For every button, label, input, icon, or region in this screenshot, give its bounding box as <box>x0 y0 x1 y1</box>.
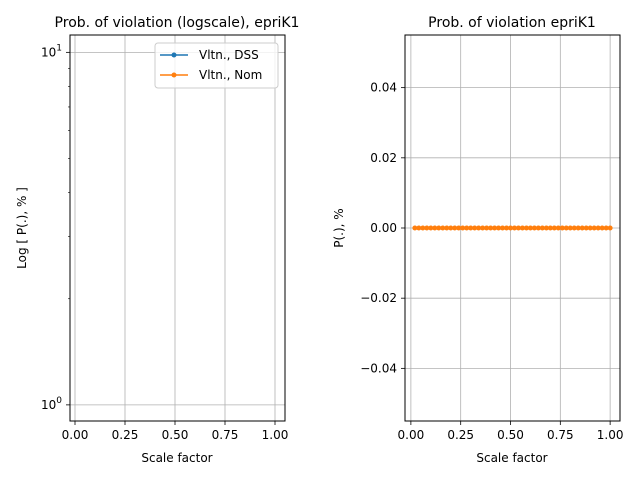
left-x-tick-label: 0.50 <box>162 428 189 442</box>
right-chart-title: Prob. of violation epriK1 <box>428 15 596 31</box>
right-data-point <box>416 225 422 231</box>
left-x-axis-label: Scale factor <box>141 451 212 465</box>
right-data-point <box>555 225 561 231</box>
right-x-tick-label: 0.25 <box>447 428 474 442</box>
right-x-tick-label: 1.00 <box>597 428 624 442</box>
right-data-point <box>567 225 573 231</box>
right-series <box>412 225 613 231</box>
right-data-point <box>583 225 589 231</box>
left-y-ticks: 100 101 <box>41 43 70 412</box>
right-data-point <box>464 225 470 231</box>
right-data-point <box>523 225 529 231</box>
left-y-axis-label: Log [ P(.), % ] <box>15 187 29 269</box>
right-x-axis-label: Scale factor <box>476 451 547 465</box>
right-y-tick-label: 0.00 <box>370 221 397 235</box>
right-data-point <box>452 225 458 231</box>
right-data-point <box>575 225 581 231</box>
right-data-point <box>496 225 502 231</box>
right-y-axis-label: P(.), % <box>332 208 346 247</box>
right-y-tick-label: 0.02 <box>370 151 397 165</box>
right-data-point <box>571 225 577 231</box>
right-data-point <box>420 225 426 231</box>
left-x-tick-label: 0.25 <box>112 428 139 442</box>
legend-label-dss: Vltn., DSS <box>199 48 259 62</box>
right-data-point <box>456 225 462 231</box>
left-x-ticks: 0.00 0.25 0.50 0.75 1.00 <box>62 421 289 442</box>
right-chart: Prob. of violation epriK1 0.00 0.25 0.50 0.… <box>332 15 623 465</box>
right-data-point <box>599 225 605 231</box>
right-x-tick-label: 0.75 <box>547 428 574 442</box>
right-data-point <box>591 225 597 231</box>
right-data-point <box>440 225 446 231</box>
right-data-point <box>444 225 450 231</box>
right-data-point <box>492 225 498 231</box>
right-data-point <box>579 225 585 231</box>
left-y-tick-label: 100 <box>41 396 62 412</box>
left-y-tick-label: 101 <box>41 43 62 59</box>
right-data-point <box>519 225 525 231</box>
right-y-tick-label: −0.02 <box>360 291 397 305</box>
right-data-point <box>508 225 514 231</box>
right-data-point <box>432 225 438 231</box>
right-y-tick-label: −0.04 <box>360 361 397 375</box>
left-x-tick-label: 1.00 <box>262 428 289 442</box>
right-data-point <box>500 225 506 231</box>
right-data-point <box>547 225 553 231</box>
left-x-tick-label: 0.00 <box>62 428 89 442</box>
right-data-point <box>587 225 593 231</box>
left-x-tick-label: 0.75 <box>212 428 239 442</box>
right-data-point <box>559 225 565 231</box>
right-data-point <box>484 225 490 231</box>
right-data-point <box>424 225 430 231</box>
right-data-point <box>488 225 494 231</box>
right-data-point <box>436 225 442 231</box>
right-x-tick-label: 0.50 <box>497 428 524 442</box>
right-x-ticks: 0.00 0.25 0.50 0.75 1.00 <box>398 421 624 442</box>
right-data-point <box>476 225 482 231</box>
right-data-point <box>531 225 537 231</box>
right-data-point <box>511 225 517 231</box>
right-data-point <box>595 225 601 231</box>
right-data-point <box>504 225 510 231</box>
right-data-point <box>515 225 521 231</box>
right-data-point <box>468 225 474 231</box>
right-data-point <box>527 225 533 231</box>
legend-marker-dss <box>171 52 177 58</box>
right-data-point <box>603 225 609 231</box>
right-data-point <box>448 225 454 231</box>
right-data-point <box>480 225 486 231</box>
right-data-point <box>563 225 569 231</box>
legend-marker-nom <box>171 72 177 78</box>
right-data-point <box>460 225 466 231</box>
right-y-ticks: −0.04 −0.02 0.00 0.02 0.04 <box>360 81 405 375</box>
right-data-point <box>412 225 418 231</box>
legend: Vltn., DSS Vltn., Nom <box>154 42 279 89</box>
right-data-point <box>428 225 434 231</box>
right-data-point <box>607 225 613 231</box>
right-data-point <box>551 225 557 231</box>
right-y-tick-label: 0.04 <box>370 81 397 95</box>
left-chart-title: Prob. of violation (logscale), epriK1 <box>55 15 300 31</box>
left-chart: Prob. of violation (logscale), epriK1 0.… <box>15 15 299 465</box>
left-plot-frame <box>69 34 286 422</box>
right-data-point <box>539 225 545 231</box>
legend-label-nom: Vltn., Nom <box>199 68 262 82</box>
right-data-point <box>535 225 541 231</box>
right-x-tick-label: 0.00 <box>398 428 425 442</box>
left-grid <box>70 35 285 421</box>
right-data-point <box>472 225 478 231</box>
right-data-point <box>543 225 549 231</box>
